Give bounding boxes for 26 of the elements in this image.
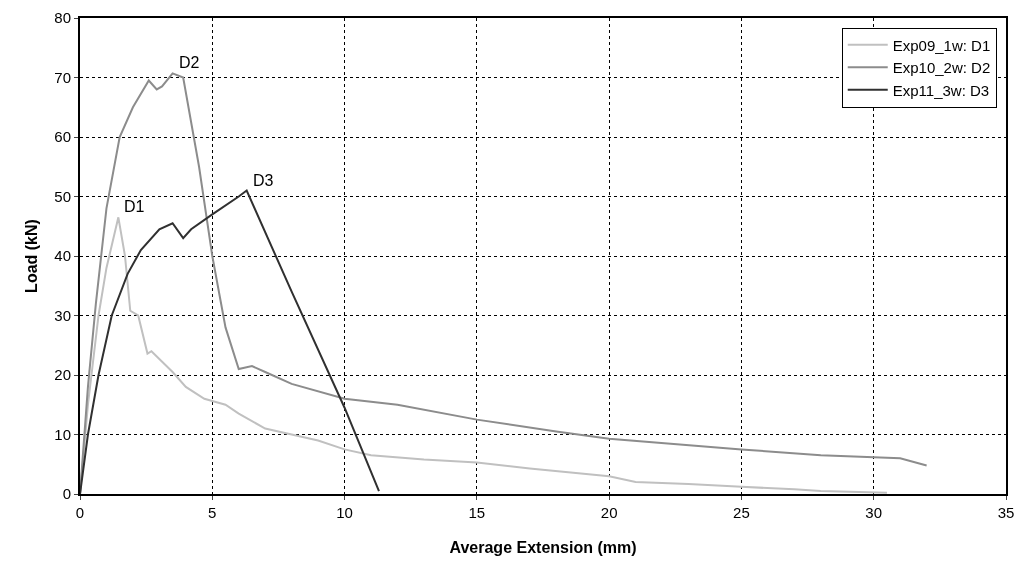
y-tick-label: 60	[54, 128, 71, 146]
legend-label: Exp11_3w: D3	[892, 81, 990, 99]
annotation: D1	[124, 198, 145, 215]
legend-label: Exp09_1w: D1	[892, 36, 991, 54]
y-tick-label: 20	[54, 366, 71, 384]
x-tick-label: 30	[865, 504, 883, 521]
y-axis-title: Load (kN)	[23, 219, 40, 293]
legend-label: Exp10_2w: D2	[892, 59, 991, 77]
x-tick-label: 35	[997, 504, 1015, 521]
x-tick-label: 10	[336, 504, 353, 521]
y-tick-label: 30	[54, 306, 71, 324]
x-tick-label: 0	[75, 504, 85, 521]
annotation: D3	[253, 172, 274, 189]
y-tick-label: 10	[54, 425, 71, 443]
annotation: D2	[179, 54, 200, 71]
y-tick-label: 0	[62, 485, 71, 503]
y-tick-label: 80	[54, 9, 71, 27]
x-tick-label: 15	[468, 504, 486, 521]
y-tick-label: 50	[54, 187, 71, 205]
y-tick-label: 70	[54, 68, 71, 86]
x-tick-label: 25	[733, 504, 750, 521]
y-tick-label: 40	[54, 247, 71, 265]
line-series	[80, 189, 380, 494]
x-axis-title: Average Extension (mm)	[449, 539, 637, 556]
x-tick-label: 5	[208, 504, 217, 521]
x-tick-label: 20	[600, 504, 618, 521]
